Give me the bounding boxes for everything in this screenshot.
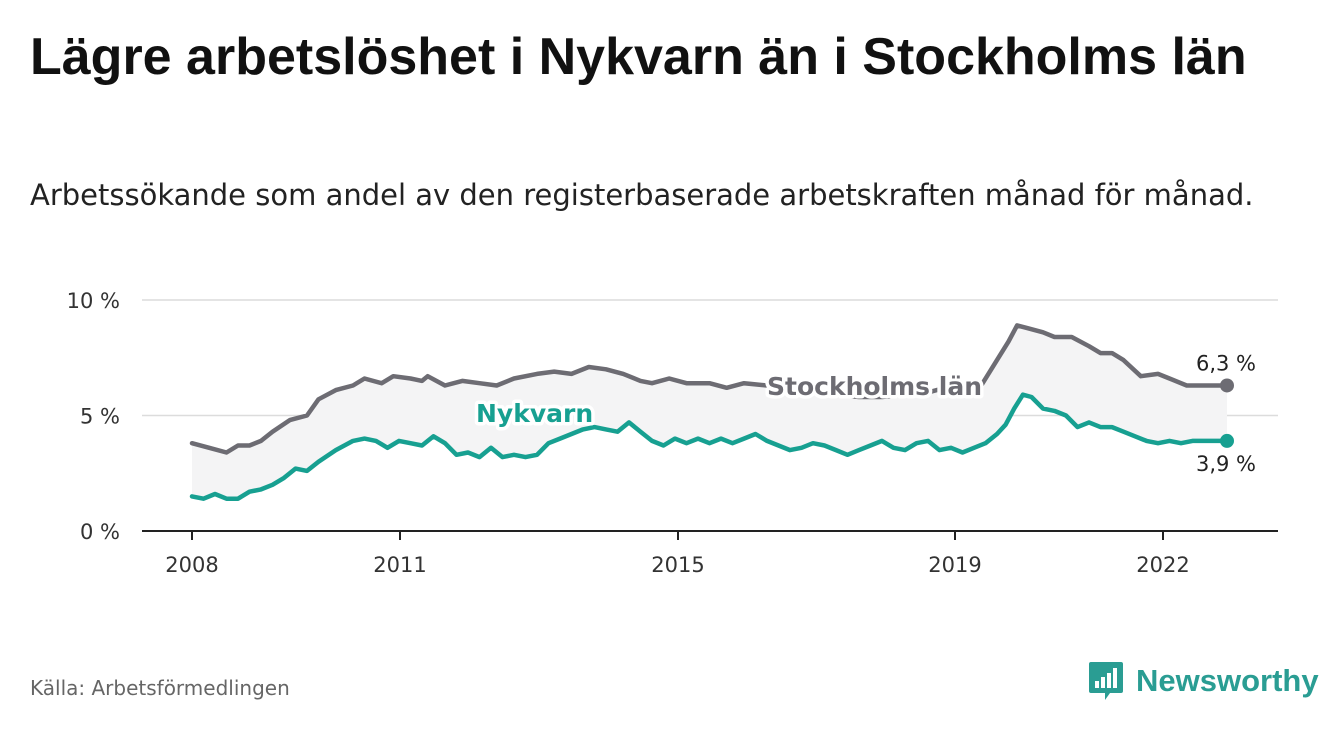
axis-ticks: 2008 2011 2015 2019 2022 [165,531,1190,577]
series-lines [189,323,1234,501]
brand-name: Newsworthy [1136,663,1319,698]
stockholm-line [189,323,1230,455]
stockholm-end-label: 6,3 % [1196,351,1256,375]
brand-logo[interactable]: Newsworthy [1088,660,1319,702]
y-tick-label: 10 % [67,289,120,313]
stockholm-end-point [1220,378,1234,393]
y-tick-label: 5 % [80,405,120,429]
series-labels: 6,3 % 3,9 % Stockholms län Nykvarn [473,351,1257,476]
newsworthy-logo-icon [1089,662,1123,700]
stockholm-series-label: Stockholms län [767,372,982,401]
gap-band [192,325,1227,499]
nykvarn-line [189,392,1230,501]
y-tick-label: 0 % [80,520,120,544]
nykvarn-series-label: Nykvarn [476,399,593,428]
nykvarn-end-point [1220,433,1234,448]
source-credit: Källa: Arbetsförmedlingen [30,676,290,700]
x-tick-label: 2008 [165,553,218,577]
x-tick-label: 2019 [928,553,981,577]
x-tick-label: 2015 [651,553,704,577]
chart-title: Lägre arbetslöshet i Nykvarn än i Stockh… [30,28,1247,86]
x-tick-label: 2022 [1136,553,1189,577]
chart-subtitle: Arbetssökande som andel av den registerb… [30,178,1254,212]
nykvarn-end-label: 3,9 % [1196,452,1256,476]
x-tick-label: 2011 [373,553,426,577]
